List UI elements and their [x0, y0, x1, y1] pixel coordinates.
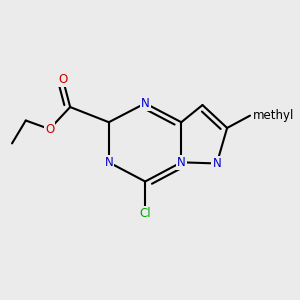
Text: N: N	[141, 97, 150, 110]
Text: N: N	[177, 156, 186, 169]
Text: N: N	[104, 156, 113, 169]
Text: Cl: Cl	[140, 207, 151, 220]
Text: O: O	[45, 123, 54, 136]
Text: N: N	[212, 157, 221, 170]
Text: methyl: methyl	[253, 109, 294, 122]
Text: O: O	[58, 73, 68, 86]
